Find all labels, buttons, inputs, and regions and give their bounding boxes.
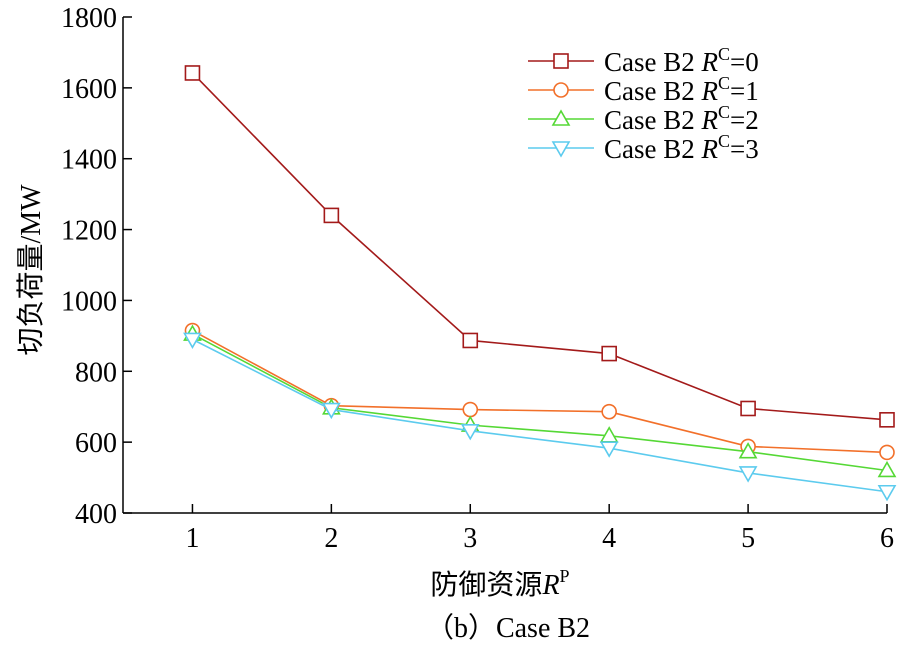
data-point [879,444,895,461]
data-point [879,412,895,428]
data-point [599,441,619,458]
legend-label: Case B2 RC=0 [604,44,759,77]
data-point [321,402,341,420]
legend-label: Case B2 RC=3 [604,131,759,164]
data-point [323,207,340,224]
legend-item: Case B2 RC=2 [528,102,759,135]
x-axis-label: 防御资源RP [430,566,569,601]
x-tick-label: 3 [463,523,477,554]
data-point [184,65,201,81]
series-layer [183,65,897,502]
x-axis-label-var: R [541,570,559,601]
y-tick-label: 1600 [61,74,117,105]
legend-label: Case B2 RC=1 [604,73,759,106]
series-line [192,329,888,454]
x-tick-label: 5 [741,523,755,554]
data-point [183,332,202,350]
axes [122,17,887,514]
legend-marker [553,53,569,69]
legend-item: Case B2 RC=3 [528,131,759,164]
y-axis-label: 切负荷量/MW [15,184,47,356]
x-tick-label: 4 [602,523,616,554]
data-point [601,403,617,420]
y-tick-label: 1400 [61,145,117,176]
data-point [740,400,756,417]
x-tick-label: 1 [185,523,199,554]
legend-item: Case B2 RC=1 [528,73,759,106]
legend-marker [551,109,571,126]
y-tick-label: 600 [75,428,117,459]
data-point [460,424,480,441]
y-tick-label: 400 [75,499,117,530]
data-point [462,332,479,349]
series-1 [184,65,895,428]
series-3 [183,324,897,478]
y-tick-label: 1800 [61,3,117,34]
legend-label: Case B2 RC=2 [604,102,759,135]
x-axis-label-text: 防御资源 [430,569,542,601]
y-tick-label: 1000 [61,286,117,317]
data-point [738,442,758,459]
data-point [601,345,617,362]
data-point [877,484,897,502]
y-tick-label: 800 [75,357,117,388]
y-axis-ticks: 400 600 800 1000 1200 1400 1600 1800 [61,3,132,530]
figure-caption: （b）Case B2 [426,612,590,644]
series-line [192,338,888,493]
legend-item: Case B2 RC=0 [528,44,759,77]
x-tick-label: 6 [880,523,894,554]
series-line [192,333,888,472]
data-point [877,460,897,478]
data-point [738,466,758,483]
data-point [462,401,479,418]
x-tick-label: 2 [324,523,338,554]
legend-marker [553,82,569,98]
y-tick-label: 1200 [61,216,117,247]
series-line [191,72,888,421]
legend-marker [551,141,571,158]
series-4 [183,332,897,502]
x-axis-ticks: 1 2 3 4 5 6 [185,504,894,554]
x-axis-label-sup: P [560,566,570,586]
